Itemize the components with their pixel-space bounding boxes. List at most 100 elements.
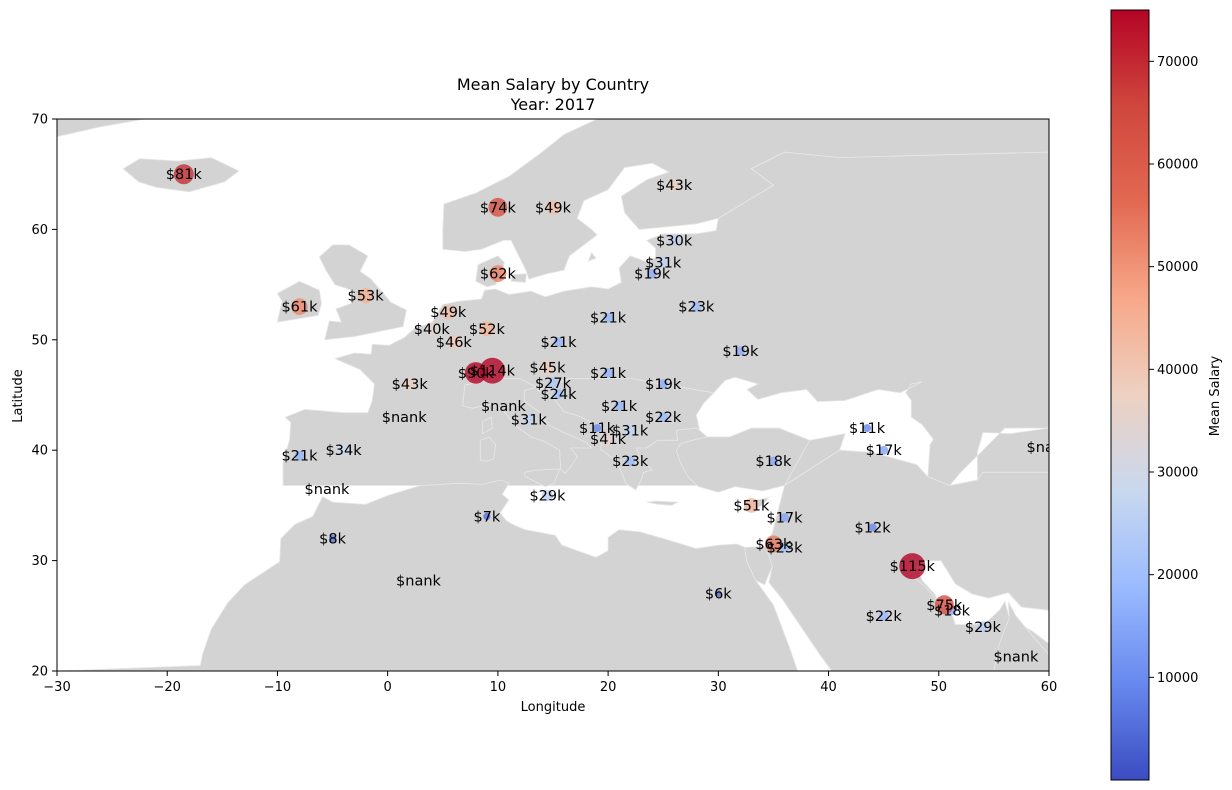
salary-point bbox=[603, 312, 613, 323]
colorbar-tick-label: 50000 bbox=[1157, 260, 1198, 275]
land-shape bbox=[510, 273, 527, 283]
salary-point bbox=[603, 368, 613, 378]
point-label: $7k bbox=[473, 509, 500, 525]
salary-point bbox=[768, 456, 779, 466]
point-label: $21k bbox=[281, 449, 318, 465]
salary-point bbox=[441, 304, 456, 320]
y-tick-label: 50 bbox=[31, 333, 48, 348]
salary-point bbox=[403, 377, 417, 391]
point-label: $81k bbox=[166, 167, 203, 183]
salary-point bbox=[593, 424, 602, 433]
land-shape bbox=[442, 119, 1049, 280]
y-axis: 20 30 40 50 60 70 bbox=[31, 113, 57, 680]
x-tick-label: 30 bbox=[710, 680, 727, 695]
colorbar-tick-label: 10000 bbox=[1157, 671, 1198, 686]
point-label: $21k bbox=[601, 399, 638, 415]
point-label: $21k bbox=[590, 366, 627, 382]
point-label: $22k bbox=[645, 410, 682, 426]
missing-value-label: $nank bbox=[1027, 440, 1072, 456]
colorbar-tick-label: 20000 bbox=[1157, 568, 1198, 583]
point-label: $114k bbox=[470, 364, 516, 380]
point-label: $19k bbox=[722, 344, 759, 360]
point-label: $31k bbox=[645, 256, 682, 272]
y-tick-label: 60 bbox=[31, 223, 48, 238]
point-label: $21k bbox=[590, 311, 627, 327]
point-label: $46k bbox=[436, 335, 473, 351]
point-label: $51k bbox=[733, 498, 770, 514]
land-shape bbox=[479, 436, 497, 462]
x-axis-label: Longitude bbox=[521, 700, 586, 715]
point-label: $115k bbox=[890, 559, 936, 575]
point-label: $53k bbox=[348, 289, 385, 305]
colorbar-tick-label: 60000 bbox=[1157, 158, 1198, 173]
point-label: $90k bbox=[458, 366, 495, 382]
point-label: $31k bbox=[511, 412, 548, 428]
point-label: $19k bbox=[645, 377, 682, 393]
x-tick-label: 40 bbox=[820, 680, 837, 695]
point-label: $31k bbox=[612, 423, 649, 439]
map-area: $81k$74k $49k$43k$30k$31k$19k$62k$23k$61k… bbox=[57, 119, 1072, 671]
point-label: $29k bbox=[965, 620, 1002, 636]
point-label: $75k bbox=[926, 598, 963, 614]
plot-frame bbox=[56, 118, 1050, 672]
salary-point bbox=[547, 377, 559, 389]
x-axis: −30 −20 −10 0 10 20 30 40 50 60 bbox=[43, 671, 1057, 695]
salary-point bbox=[764, 535, 782, 553]
salary-point bbox=[878, 610, 889, 621]
point-label: $21k bbox=[540, 335, 577, 351]
salary-point bbox=[553, 388, 564, 399]
y-axis-label: Latitude bbox=[11, 369, 26, 423]
point-label: $24k bbox=[540, 387, 577, 403]
salary-point bbox=[667, 178, 681, 192]
salary-point bbox=[614, 401, 624, 411]
point-label: $43k bbox=[392, 377, 429, 393]
x-tick-label: 0 bbox=[384, 680, 392, 695]
y-tick-label: 40 bbox=[31, 444, 48, 459]
labels-layer: $81k$74k $49k$43k$30k$31k$19k$62k$23k$61k… bbox=[166, 167, 1072, 665]
salary-point bbox=[488, 197, 508, 217]
x-tick-label: −20 bbox=[154, 680, 181, 695]
point-label: $17k bbox=[766, 511, 803, 527]
point-label: $11k bbox=[849, 421, 886, 437]
chart-title: Mean Salary by Country bbox=[457, 75, 649, 94]
colorbar-tick-label: 30000 bbox=[1157, 466, 1198, 481]
land-shape bbox=[462, 378, 593, 474]
salary-point bbox=[358, 288, 374, 304]
point-label: $23k bbox=[612, 454, 649, 470]
missing-value-label: $nank bbox=[305, 482, 350, 498]
point-label: $43k bbox=[656, 178, 693, 194]
x-tick-label: −10 bbox=[264, 680, 291, 695]
salary-point bbox=[294, 450, 305, 461]
salary-point bbox=[934, 595, 954, 615]
x-tick-label: 10 bbox=[490, 680, 507, 695]
point-label: $29k bbox=[529, 489, 566, 505]
salary-point bbox=[425, 322, 439, 336]
salary-point bbox=[291, 298, 308, 316]
salary-point bbox=[691, 301, 702, 312]
salary-point bbox=[744, 498, 759, 513]
y-tick-label: 20 bbox=[31, 665, 48, 680]
points-layer bbox=[173, 164, 989, 633]
missing-value-label: $nank bbox=[382, 410, 427, 426]
salary-point bbox=[479, 357, 506, 384]
colorbar-ticks: 10000 20000 30000 40000 50000 60000 70000 bbox=[1149, 55, 1198, 686]
missing-value-label: $nank bbox=[396, 574, 441, 590]
land-shape bbox=[536, 378, 715, 491]
land-shape bbox=[57, 479, 1049, 671]
salary-point bbox=[780, 513, 789, 522]
salary-point bbox=[879, 445, 889, 455]
land-shape bbox=[646, 500, 679, 506]
point-label: $74k bbox=[480, 200, 517, 216]
salary-point bbox=[735, 346, 746, 356]
point-label: $30k bbox=[656, 233, 693, 249]
point-label: $45k bbox=[529, 360, 566, 376]
point-label: $12k bbox=[855, 521, 892, 537]
salary-point bbox=[523, 413, 535, 425]
colorbar bbox=[1110, 9, 1150, 781]
salary-point bbox=[625, 456, 636, 467]
point-label: $23k bbox=[678, 300, 715, 316]
x-tick-label: −30 bbox=[43, 680, 70, 695]
land-shape bbox=[675, 427, 811, 493]
point-label: $41k bbox=[590, 432, 627, 448]
x-tick-label: 50 bbox=[931, 680, 948, 695]
